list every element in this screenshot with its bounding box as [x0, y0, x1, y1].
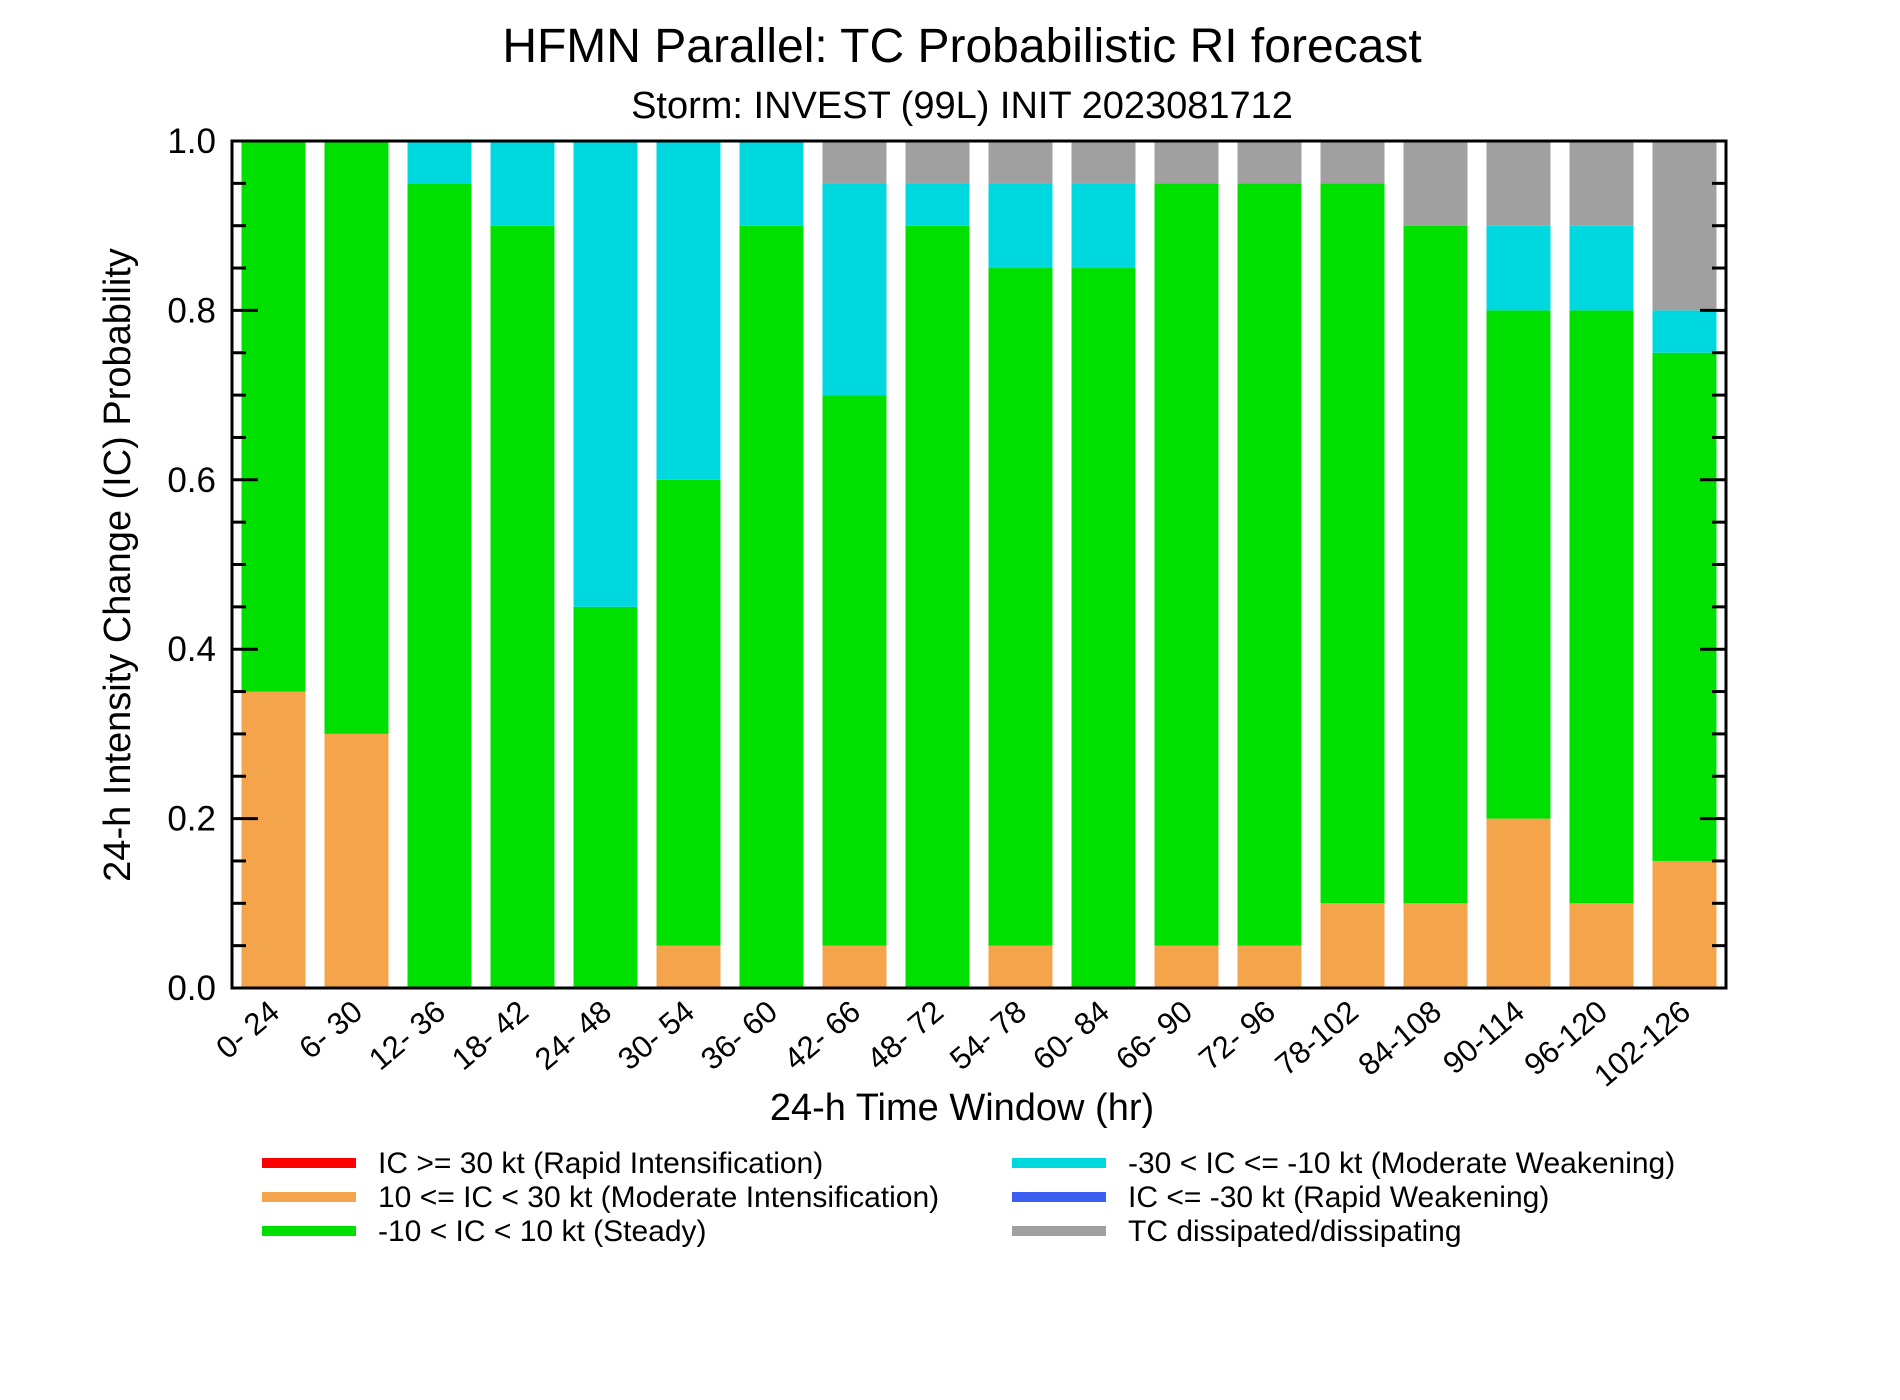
x-tick-label: 90-114: [1436, 994, 1531, 1081]
x-tick-label: 6- 30: [292, 994, 369, 1066]
legend: IC >= 30 kt (Rapid Intensification)10 <=…: [262, 1147, 1675, 1248]
bar-segment: [905, 141, 970, 184]
bar-segment: [1403, 903, 1468, 988]
bar-segment: [1237, 141, 1302, 184]
bar-segment: [822, 141, 887, 184]
bar-segment: [490, 225, 555, 988]
bar-segment: [1237, 183, 1302, 946]
y-tick-label: 0.6: [167, 461, 216, 500]
bar-segment: [739, 225, 804, 988]
bar-segment: [1569, 141, 1634, 226]
bar-segment: [1652, 141, 1717, 311]
bar-segment: [1486, 310, 1551, 819]
bar-segment: [1403, 225, 1468, 904]
x-tick-label: 24- 48: [528, 994, 618, 1077]
y-tick-label: 1.0: [167, 122, 216, 161]
legend-label: IC >= 30 kt (Rapid Intensification): [378, 1147, 823, 1180]
bar-segment: [1652, 352, 1717, 861]
bar-segment: [1569, 310, 1634, 904]
x-tick-label: 36- 60: [694, 994, 784, 1077]
x-tick-label: 0- 24: [209, 994, 286, 1066]
bar-segment: [1320, 903, 1385, 988]
bar-segment: [324, 141, 389, 734]
y-tick-label: 0.0: [167, 969, 216, 1008]
bar-segment: [988, 183, 1053, 269]
y-tick-label: 0.2: [167, 800, 216, 839]
x-tick-label: 48- 72: [860, 994, 950, 1077]
legend-label: -10 < IC < 10 kt (Steady): [378, 1215, 707, 1248]
bar-segment: [1154, 183, 1219, 946]
bar-segment: [324, 733, 389, 988]
x-tick-label: 66- 90: [1109, 994, 1199, 1077]
bar-segment: [1486, 141, 1551, 226]
bar-segment: [1486, 225, 1551, 311]
x-tick-label: 18- 42: [445, 994, 535, 1077]
bar-segment: [1071, 141, 1136, 184]
bar-segment: [241, 141, 306, 692]
bar-segment: [1569, 903, 1634, 988]
bar-segment: [739, 141, 804, 226]
bar-segment: [1071, 183, 1136, 269]
bar-segment: [822, 183, 887, 396]
bar-segment: [1486, 818, 1551, 988]
legend-label: 10 <= IC < 30 kt (Moderate Intensificati…: [378, 1181, 939, 1214]
bar-segment: [1403, 141, 1468, 226]
x-tick-label: 78-102: [1269, 994, 1365, 1083]
bar-segment: [241, 691, 306, 988]
bar-segment: [1071, 268, 1136, 988]
x-tick-label: 84-108: [1352, 994, 1448, 1083]
bar-segment: [1569, 225, 1634, 311]
y-axis-label: 24-h Intensity Change (IC) Probability: [97, 248, 139, 882]
bar-segment: [1652, 860, 1717, 988]
x-axis-label: 24-h Time Window (hr): [770, 1087, 1154, 1129]
bar-segment: [905, 183, 970, 226]
x-tick-label: 60- 84: [1026, 994, 1116, 1077]
x-tick-label: 12- 36: [362, 994, 452, 1077]
legend-label: -30 < IC <= -10 kt (Moderate Weakening): [1128, 1147, 1675, 1180]
bar-segment: [1154, 945, 1219, 988]
y-tick-label: 0.8: [167, 291, 216, 330]
bar-segment: [1320, 141, 1385, 184]
bar-segment: [490, 141, 555, 226]
bar-segment: [1237, 945, 1302, 988]
bar-segment: [656, 141, 721, 480]
x-tick-label: 42- 66: [777, 994, 867, 1077]
legend-label: TC dissipated/dissipating: [1128, 1215, 1462, 1248]
bar-segment: [407, 141, 472, 184]
x-tick-label: 54- 78: [943, 994, 1033, 1077]
bars-layer: [241, 141, 1717, 989]
bar-segment: [1652, 310, 1717, 353]
bar-segment: [822, 945, 887, 988]
bar-segment: [988, 945, 1053, 988]
bar-segment: [1320, 183, 1385, 904]
chart-title: HFMN Parallel: TC Probabilistic RI forec…: [502, 20, 1421, 73]
bar-segment: [656, 945, 721, 988]
bar-segment: [656, 479, 721, 946]
bar-segment: [573, 141, 638, 607]
chart-subtitle: Storm: INVEST (99L) INIT 2023081712: [631, 85, 1293, 127]
bar-segment: [905, 225, 970, 988]
bar-segment: [1154, 141, 1219, 184]
x-tick-label: 72- 96: [1192, 994, 1282, 1077]
x-tick-label: 30- 54: [611, 994, 701, 1077]
bar-segment: [822, 395, 887, 946]
bar-segment: [573, 606, 638, 988]
bar-segment: [988, 141, 1053, 184]
y-tick-label: 0.4: [167, 630, 216, 669]
bar-segment: [407, 183, 472, 989]
bar-segment: [988, 268, 1053, 946]
legend-label: IC <= -30 kt (Rapid Weakening): [1128, 1181, 1549, 1214]
